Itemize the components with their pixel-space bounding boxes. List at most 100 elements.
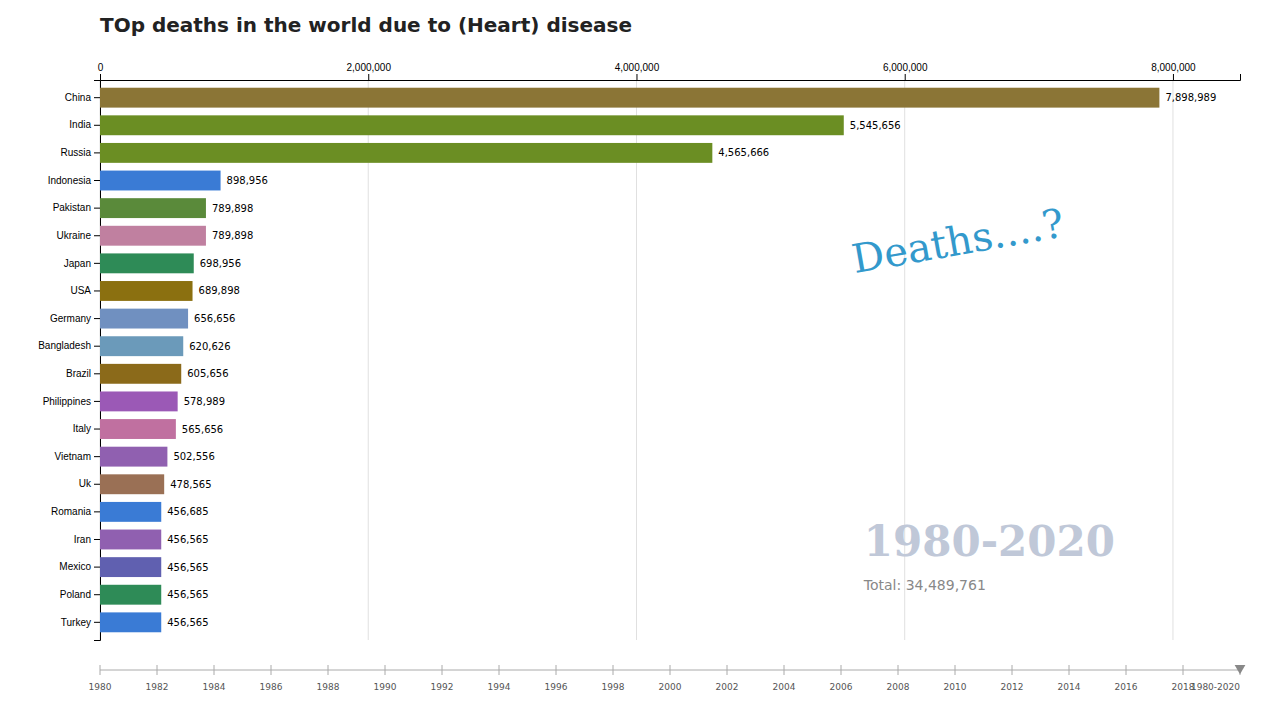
y-tick-label: Mexico (59, 561, 91, 572)
y-tick: Poland (60, 589, 100, 600)
y-tick-label: Poland (60, 589, 91, 600)
data-label: 7,898,989 (1165, 92, 1216, 103)
y-tick-mark (94, 290, 100, 291)
grid-line (1172, 80, 1173, 640)
y-tick: India (69, 119, 100, 130)
y-tick-mark (94, 318, 100, 319)
y-tick: Philippines (43, 396, 100, 407)
annotation: Total: 34,489,761 (863, 577, 986, 593)
bar (100, 281, 193, 301)
y-tick: Indonesia (48, 175, 100, 186)
y-tick-mark (94, 429, 100, 430)
y-tick: Romania (51, 506, 100, 517)
timeline-tick (214, 665, 215, 675)
y-tick-label: Iran (74, 534, 91, 545)
bars (100, 88, 1159, 633)
y-tick-mark (94, 235, 100, 236)
timeline-tick (556, 665, 557, 675)
timeline-label: 1980 (89, 682, 112, 692)
y-tick-label: Japan (64, 258, 91, 269)
timeline-label: 2014 (1058, 682, 1081, 692)
timeline-label: 2000 (659, 682, 682, 692)
y-tick: Brazil (66, 368, 100, 379)
x-tick: 4,000,000 (615, 62, 660, 80)
timeline-tick (1069, 665, 1070, 675)
x-tick-label: 4,000,000 (615, 62, 660, 73)
timeline-label: 2006 (830, 682, 853, 692)
timeline-label: 1982 (146, 682, 169, 692)
bar (100, 171, 221, 191)
y-tick: Ukraine (57, 230, 100, 241)
annotations: Deaths....?1980-2020Total: 34,489,761 (848, 200, 1115, 594)
data-label: 689,898 (199, 285, 240, 296)
bar (100, 336, 183, 356)
x-tick-mark (905, 74, 906, 80)
timeline-label: 2004 (773, 682, 796, 692)
y-tick-label: India (69, 119, 91, 130)
x-tick-mark (368, 74, 369, 80)
data-label: 5,545,656 (850, 120, 901, 131)
bar (100, 447, 167, 467)
y-tick-mark (94, 97, 100, 98)
x-tick: 2,000,000 (346, 62, 391, 80)
grid-line (636, 80, 637, 640)
y-tick-label: USA (70, 285, 91, 296)
grid (100, 80, 1173, 640)
bar (100, 143, 712, 163)
data-label: 620,626 (189, 341, 230, 352)
timeline-label: 2002 (716, 682, 739, 692)
y-tick-mark (94, 511, 100, 512)
y-tick-mark (94, 125, 100, 126)
chart: TOp deaths in the world due to (Heart) d… (0, 0, 1280, 720)
bar (100, 226, 206, 246)
data-label: 456,565 (167, 617, 208, 628)
y-tick-mark (94, 567, 100, 568)
y-tick-label: Uk (79, 478, 92, 489)
y-tick-label: Turkey (61, 617, 91, 628)
y-tick: Turkey (61, 617, 100, 628)
timeline-tick (442, 665, 443, 675)
y-tick-mark (94, 346, 100, 347)
data-label: 456,685 (167, 506, 208, 517)
timeline-tick (784, 665, 785, 675)
timeline-label: 1988 (317, 682, 340, 692)
y-tick: Mexico (59, 561, 100, 572)
y-tick-mark (94, 484, 100, 485)
x-axis-line (101, 74, 1241, 81)
timeline-marker (1235, 665, 1246, 674)
data-label: 4,565,666 (718, 147, 769, 158)
x-tick-label: 6,000,000 (883, 62, 928, 73)
y-tick-mark (94, 208, 100, 209)
y-tick-label: Italy (73, 423, 91, 434)
bar (100, 557, 161, 577)
y-tick: Japan (64, 258, 100, 269)
bar (100, 115, 844, 135)
bar (100, 530, 161, 550)
timeline-label: 1990 (374, 682, 397, 692)
timeline-tick (955, 665, 956, 675)
data-label: 698,956 (200, 258, 241, 269)
timeline-label: 2010 (944, 682, 967, 692)
x-tick-label: 8,000,000 (1151, 62, 1196, 73)
y-tick-label: Romania (51, 506, 91, 517)
y-tick-mark (94, 373, 100, 374)
data-label: 898,956 (227, 175, 268, 186)
timeline-tick (499, 665, 500, 675)
timeline-tick (670, 665, 671, 675)
annotation: Deaths....? (848, 200, 1067, 283)
bar (100, 309, 188, 329)
timeline-label: 2008 (887, 682, 910, 692)
data-label: 478,565 (170, 479, 211, 490)
y-axis-line (94, 81, 101, 641)
timeline-label: 2012 (1001, 682, 1024, 692)
y-tick-label: Bangladesh (38, 340, 91, 351)
timeline-label: 1996 (545, 682, 568, 692)
timeline-label: 1980-2020 (1191, 682, 1240, 692)
title: TOp deaths in the world due to (Heart) d… (100, 13, 632, 37)
y-tick-mark (94, 401, 100, 402)
y-tick-mark (94, 263, 100, 264)
timeline-tick (727, 665, 728, 675)
y-tick: Russia (60, 147, 100, 158)
data-label: 789,898 (212, 203, 253, 214)
timeline-label: 2016 (1115, 682, 1138, 692)
